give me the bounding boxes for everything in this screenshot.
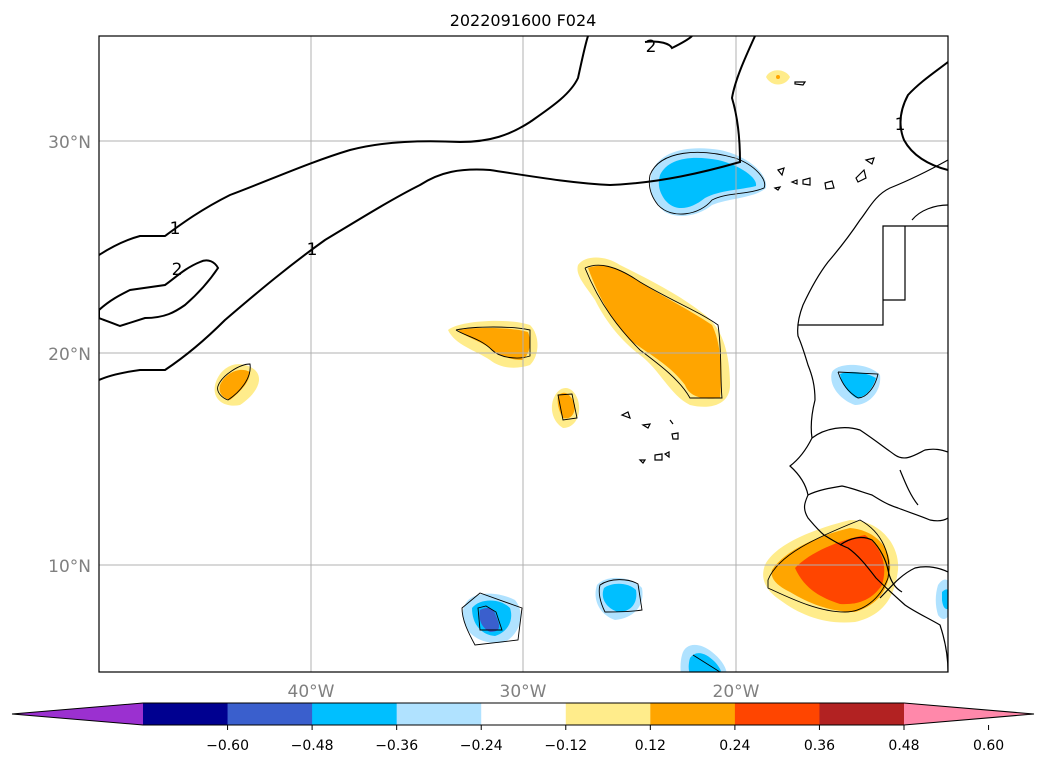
solid-contours xyxy=(99,36,948,381)
lon-label-30w: 30°W xyxy=(500,682,547,702)
colorbar-extend-high xyxy=(904,703,1034,725)
colorbar-extend-low xyxy=(12,703,143,725)
colorbar-segment xyxy=(650,703,736,725)
colorbar-tick-label: 0.12 xyxy=(635,738,666,754)
islands xyxy=(620,81,875,464)
colorbar-segment xyxy=(396,703,482,725)
map-title: 2022091600 F024 xyxy=(450,11,597,30)
map-frame xyxy=(98,35,949,673)
gridlines xyxy=(99,36,948,672)
map-area: 2 1 1 2 1 xyxy=(99,36,948,672)
colorbar-tick-label: −0.48 xyxy=(291,738,334,754)
colorbar-tick-label: −0.60 xyxy=(206,738,249,754)
colorbar-segment xyxy=(481,703,567,725)
colorbar-segment xyxy=(565,703,651,725)
colorbar-tick-label: 0.24 xyxy=(719,738,750,754)
contour-label-2-top: 2 xyxy=(646,37,657,57)
lat-label-30n: 30°N xyxy=(48,133,91,153)
colorbar: −0.60 −0.48 −0.36 −0.24 −0.12 0.12 0.24 0.36 0.4… xyxy=(11,702,1035,754)
colorbar-segment xyxy=(819,703,905,725)
colorbar-tick-label: −0.12 xyxy=(544,738,587,754)
colorbar-segment xyxy=(312,703,398,725)
colorbar-tick-label: 0.60 xyxy=(973,738,1004,754)
colorbar-outline xyxy=(11,702,1035,726)
colorbar-segment xyxy=(143,703,229,725)
coastline xyxy=(789,159,948,672)
contour-label-1-left: 1 xyxy=(170,219,181,239)
lat-label-20n: 20°N xyxy=(48,345,91,365)
colorbar-tick-label: −0.24 xyxy=(460,738,503,754)
contour-label-1-right: 1 xyxy=(895,115,906,135)
colorbar-tick-label: −0.36 xyxy=(375,738,418,754)
lon-label-40w: 40°W xyxy=(288,682,335,702)
contour-label-2-left: 2 xyxy=(172,260,183,280)
colorbar-segment xyxy=(734,703,820,725)
contour-label-1-mid: 1 xyxy=(307,240,318,260)
anomaly-fills xyxy=(214,70,948,672)
contour-labels: 2 1 1 2 1 xyxy=(170,37,906,280)
colorbar-tick-label: 0.36 xyxy=(804,738,835,754)
colorbar-tick-label: 0.48 xyxy=(888,738,919,754)
lat-label-10n: 10°N xyxy=(48,557,91,577)
lon-label-20w: 20°W xyxy=(713,682,760,702)
colorbar-segment xyxy=(227,703,313,725)
anomaly-outlines xyxy=(217,151,890,672)
